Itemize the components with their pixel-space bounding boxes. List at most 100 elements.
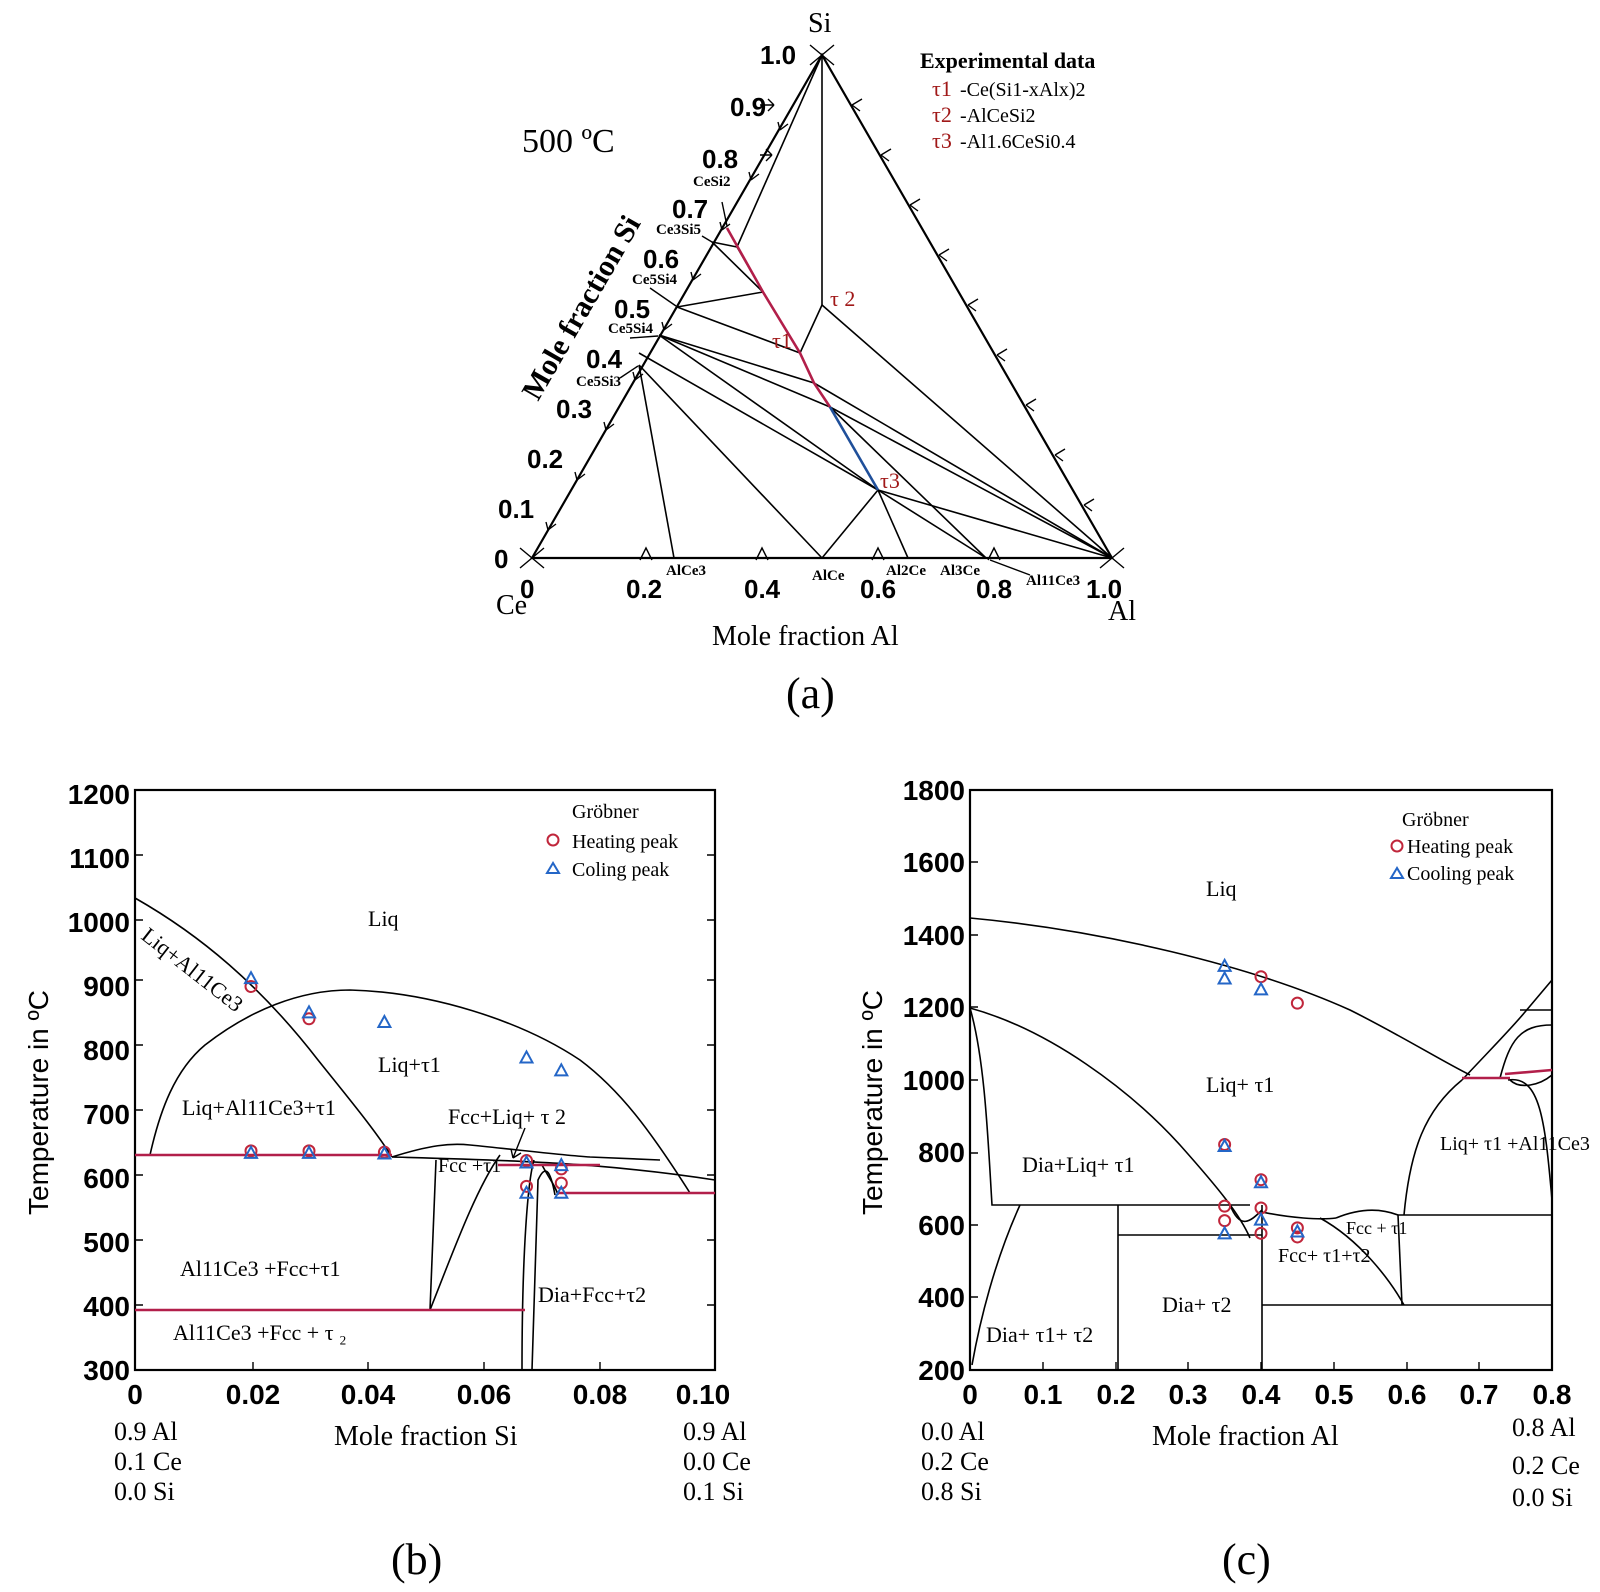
- compound-label: Al2Ce: [886, 563, 926, 579]
- legend-title-b: Gröbner: [572, 801, 639, 823]
- ternary-panel: 500 ºC Si Ce Al Mole fraction Al Mole fr…: [494, 8, 1136, 718]
- cooling-peak-point: [553, 1062, 569, 1077]
- right-composition-b: 0.0 Ce: [683, 1447, 751, 1476]
- cooling-peak-point: [1216, 970, 1233, 985]
- cooling-peak-point: [1216, 1137, 1233, 1152]
- ternary-ytick: 0: [494, 544, 508, 574]
- legend-text-c: Cooling peak: [1407, 863, 1514, 885]
- compound-label: AlCe: [812, 568, 845, 584]
- ytick-label-c: 1600: [903, 847, 965, 878]
- cooling-peak-point: [1216, 1225, 1233, 1240]
- heating-peak-point: [1218, 1199, 1232, 1213]
- ytick-label-b: 1000: [68, 907, 130, 938]
- cooling-peak-point: [376, 1013, 393, 1028]
- panel-b: 300 400 500 600 700 800 900 1000 1100 12…: [23, 779, 751, 1584]
- panel-c: 200 400 600 800 1000 1200 1400 1600 1800…: [857, 775, 1590, 1584]
- legend-text-c: Heating peak: [1407, 836, 1513, 858]
- legend-title-c: Gröbner: [1402, 809, 1469, 831]
- ternary-ytick: 0.4: [586, 344, 623, 374]
- heating-peak-point: [1290, 996, 1304, 1010]
- heating-peak-point: [1290, 1221, 1304, 1235]
- ternary-xlabel: Mole fraction Al: [712, 621, 899, 652]
- xtick-label-c: 0.7: [1460, 1379, 1499, 1410]
- legend-c: Gröbner Heating peak Cooling peak: [1389, 809, 1514, 885]
- ternary-xtick: 0: [520, 574, 534, 604]
- tau3-solubility-line: [828, 406, 880, 491]
- data-marks-b: [243, 970, 569, 1199]
- phase-label-tau1: τ1: [772, 328, 792, 353]
- xtick-label-c: 0.2: [1097, 1379, 1136, 1410]
- xtick-label-b: 0.04: [341, 1379, 396, 1410]
- region-label-c: Dia+Liq+ τ1: [1022, 1152, 1134, 1177]
- ternary-legend: Experimental data τ1 -Ce(Si1-xAlx)2 τ2 -…: [920, 48, 1095, 153]
- heating-peak-point: [302, 1012, 316, 1026]
- tau1-solubility-line: [725, 227, 832, 408]
- left-composition-b: 0.9 Al: [114, 1417, 178, 1446]
- right-composition-c: 0.8 Al: [1512, 1413, 1576, 1442]
- xtick-label-b: 0.06: [457, 1379, 512, 1410]
- panel-label-a: (a): [786, 669, 835, 718]
- ytick-label-b: 700: [83, 1099, 130, 1130]
- phase-label-tau3: τ3: [880, 468, 900, 493]
- xtick-label-c: 0.4: [1242, 1379, 1281, 1410]
- apex-label-left: Ce: [496, 590, 527, 621]
- ytick-label-b: 500: [83, 1227, 130, 1258]
- region-label-b: Fcc +τ1: [438, 1155, 501, 1177]
- phase-boundaries-c: [969, 917, 1553, 1370]
- legend-heating-marker-c: [1390, 839, 1404, 853]
- cooling-peak-point: [553, 1184, 569, 1199]
- region-label-b: Al11Ce3 +Fcc+τ1: [180, 1256, 341, 1281]
- plot-frame-b: [133, 788, 717, 1372]
- ylabel-b: Temperature in ºC: [23, 990, 54, 1215]
- xtick-label-b: 0.08: [573, 1379, 628, 1410]
- ytick-label-b: 800: [83, 1035, 130, 1066]
- ytick-label-b: 400: [83, 1291, 130, 1322]
- legend-cooling-marker-c: [1389, 866, 1405, 879]
- ytick-label-c: 1000: [903, 1065, 965, 1096]
- xtick-label-c: 0.8: [1533, 1379, 1572, 1410]
- region-label-c: Liq+ τ1: [1206, 1072, 1274, 1097]
- heating-peak-point: [520, 1179, 533, 1193]
- region-label-c: Liq+ τ1 +Al11Ce3: [1440, 1133, 1590, 1155]
- apex-label-right: Al: [1108, 596, 1136, 627]
- region-label-c: Fcc+ τ1+τ2: [1278, 1245, 1371, 1267]
- ternary-ytick: 0.5: [614, 294, 650, 324]
- region-label-c: Dia+ τ2: [1162, 1292, 1232, 1317]
- cooling-peak-point: [1253, 1174, 1269, 1189]
- ytick-label-c: 200: [918, 1355, 965, 1386]
- legend-text: -Ce(Si1-xAlx)2: [960, 79, 1086, 101]
- compound-label: Ce5Si4: [608, 321, 654, 337]
- ytick-label-b: 1100: [69, 843, 130, 874]
- right-composition-c: 0.0 Si: [1512, 1483, 1573, 1512]
- xtick-label-c: 0.3: [1169, 1379, 1208, 1410]
- region-label-b: Liq: [368, 906, 399, 931]
- ternary-xtick: 1.0: [1086, 574, 1122, 604]
- panel-label-b: (b): [391, 1535, 442, 1584]
- legend-symbol: τ1: [932, 76, 952, 101]
- right-composition-b: 0.9 Al: [683, 1417, 747, 1446]
- ternary-ytick: 0.6: [643, 244, 679, 274]
- legend-text-b: Heating peak: [572, 831, 678, 853]
- compound-label: Al11Ce3: [1026, 573, 1080, 589]
- left-composition-c: 0.2 Ce: [921, 1447, 989, 1476]
- xtick-label-b: 0.02: [226, 1379, 281, 1410]
- ternary-ytick: 0.3: [556, 394, 592, 424]
- ytick-label-b: 1200: [68, 779, 130, 810]
- ternary-xtick: 0.2: [626, 574, 662, 604]
- xtick-label-b: 0.10: [676, 1379, 731, 1410]
- ternary-xtick: 0.8: [976, 574, 1012, 604]
- cooling-peak-point: [376, 1145, 393, 1160]
- ytick-label-c: 800: [918, 1137, 965, 1168]
- xlabel-c: Mole fraction Al: [1152, 1421, 1339, 1452]
- legend-symbol: τ3: [932, 128, 952, 153]
- cooling-peak-point: [518, 1049, 535, 1064]
- annotation-arrow-b: [510, 1127, 526, 1159]
- compound-label: AlCe3: [666, 563, 706, 579]
- cooling-peak-point: [518, 1184, 535, 1199]
- compound-label: Ce5Si4: [632, 272, 678, 288]
- legend-text-b: Coling peak: [572, 859, 669, 881]
- cooling-peak-point: [243, 970, 259, 985]
- ylabel-c: Temperature in ºC: [857, 990, 888, 1215]
- right-composition-b: 0.1 Si: [683, 1477, 744, 1506]
- cooling-peak-point: [1289, 1223, 1306, 1238]
